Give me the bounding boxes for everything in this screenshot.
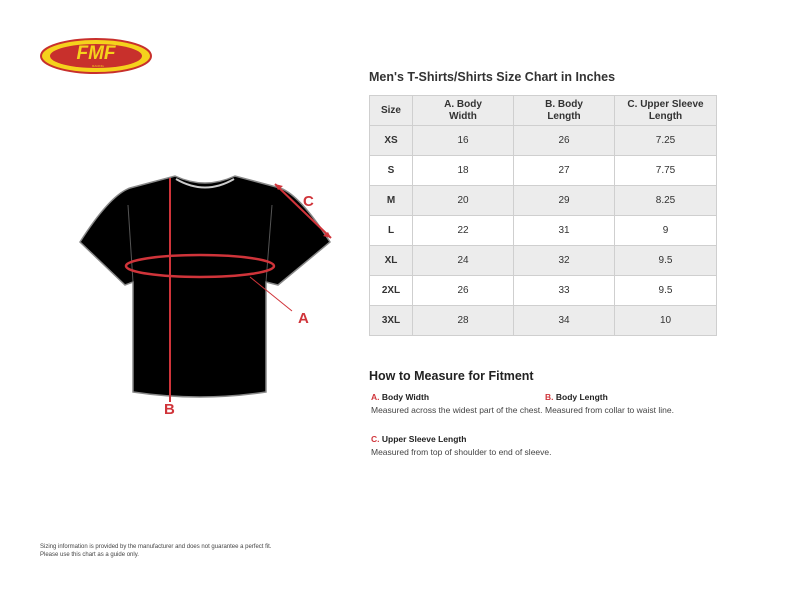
- logo-subtext: RACING: [92, 64, 104, 68]
- table-cell: 26: [513, 125, 615, 156]
- label-b: B: [164, 401, 175, 418]
- table-cell: 29: [513, 185, 615, 216]
- measure-letter: B.: [545, 392, 554, 402]
- label-a: A: [298, 310, 309, 327]
- column-header-line: A. Body: [444, 98, 482, 110]
- measure-letter: C.: [371, 434, 380, 444]
- measure-desc: Measured from top of shoulder to end of …: [371, 447, 552, 457]
- header-row: Size A. Body Width B. Body Length C. Upper Sl…: [369, 95, 717, 126]
- column-header-line: Length: [547, 110, 581, 122]
- column-header-line: Width: [449, 110, 477, 122]
- column-header: Size: [369, 95, 413, 126]
- table-cell: 26: [412, 275, 514, 306]
- table-cell: 10: [614, 305, 717, 336]
- table-row: 3XL 28 34 10: [369, 305, 717, 336]
- table-cell: M: [369, 185, 413, 216]
- table-cell: 2XL: [369, 275, 413, 306]
- measure-desc: Measured from collar to waist line.: [545, 405, 674, 415]
- table-cell: 34: [513, 305, 615, 336]
- table-cell: 22: [412, 215, 514, 246]
- table-cell: 24: [412, 245, 514, 276]
- table-row: M 20 29 8.25: [369, 185, 717, 216]
- table-cell: 7.75: [614, 155, 717, 186]
- column-header: C. Upper Sleeve Length: [614, 95, 717, 126]
- table-cell: 18: [412, 155, 514, 186]
- table-cell: 9.5: [614, 275, 717, 306]
- column-header-line: Size: [380, 104, 401, 116]
- disclaimer-line: Please use this chart as a guide only.: [40, 552, 139, 558]
- measure-item-a: A. Body Width Measured across the widest…: [371, 392, 543, 415]
- table-cell: 9: [614, 215, 717, 246]
- size-chart-title: Men's T-Shirts/Shirts Size Chart in Inch…: [369, 70, 616, 84]
- table-cell: 27: [513, 155, 615, 186]
- tshirt-diagram: A B C: [79, 175, 332, 418]
- table-cell: 16: [412, 125, 514, 156]
- tshirt-shape: [79, 175, 331, 398]
- table-row: XS 16 26 7.25: [369, 125, 717, 156]
- measure-title: How to Measure for Fitment: [369, 369, 534, 383]
- table-cell: XS: [369, 125, 413, 156]
- table-cell: 31: [513, 215, 615, 246]
- measure-name: Body Length: [555, 392, 608, 402]
- body-width-leader: [249, 276, 293, 312]
- table-row: S 18 27 7.75: [369, 155, 717, 186]
- measure-name: Upper Sleeve Length: [381, 434, 467, 444]
- collar: [175, 178, 235, 189]
- table-cell: 7.25: [614, 125, 717, 156]
- table-cell: 32: [513, 245, 615, 276]
- measure-item-c: C. Upper Sleeve Length Measured from top…: [371, 434, 552, 457]
- disclaimer-line: Sizing information is provided by the ma…: [40, 544, 272, 550]
- measure-letter: A.: [371, 392, 380, 402]
- disclaimer: Sizing information is provided by the ma…: [40, 543, 271, 559]
- table-cell: 9.5: [614, 245, 717, 276]
- table-cell: 8.25: [614, 185, 717, 216]
- measure-item-b: B. Body Length Measured from collar to w…: [545, 392, 674, 415]
- table-cell: 20: [412, 185, 514, 216]
- size-chart-table: Size A. Body Width B. Body Length C. Upper Sl…: [369, 95, 717, 336]
- column-header-line: B. Body: [545, 98, 583, 110]
- column-header: B. Body Length: [513, 95, 615, 126]
- measure-name: Body Width: [381, 392, 430, 402]
- column-header-line: C. Upper Sleeve: [627, 98, 704, 110]
- table-row: 2XL 26 33 9.5: [369, 275, 717, 306]
- fmf-logo: FMF RACING: [40, 38, 152, 74]
- table-cell: 33: [513, 275, 615, 306]
- table-row: L 22 31 9: [369, 215, 717, 246]
- body-width-ellipse: [124, 253, 276, 279]
- sleeve-length-arrow: [274, 183, 332, 239]
- table-cell: XL: [369, 245, 413, 276]
- measure-desc: Measured across the widest part of the c…: [371, 405, 543, 415]
- table-cell: 28: [412, 305, 514, 336]
- table-row: XL 24 32 9.5: [369, 245, 717, 276]
- label-c: C: [303, 193, 314, 210]
- column-header: A. Body Width: [412, 95, 514, 126]
- table-cell: S: [369, 155, 413, 186]
- logo-text: FMF: [76, 43, 116, 64]
- table-cell: 3XL: [369, 305, 413, 336]
- table-cell: L: [369, 215, 413, 246]
- column-header-line: Length: [648, 110, 683, 122]
